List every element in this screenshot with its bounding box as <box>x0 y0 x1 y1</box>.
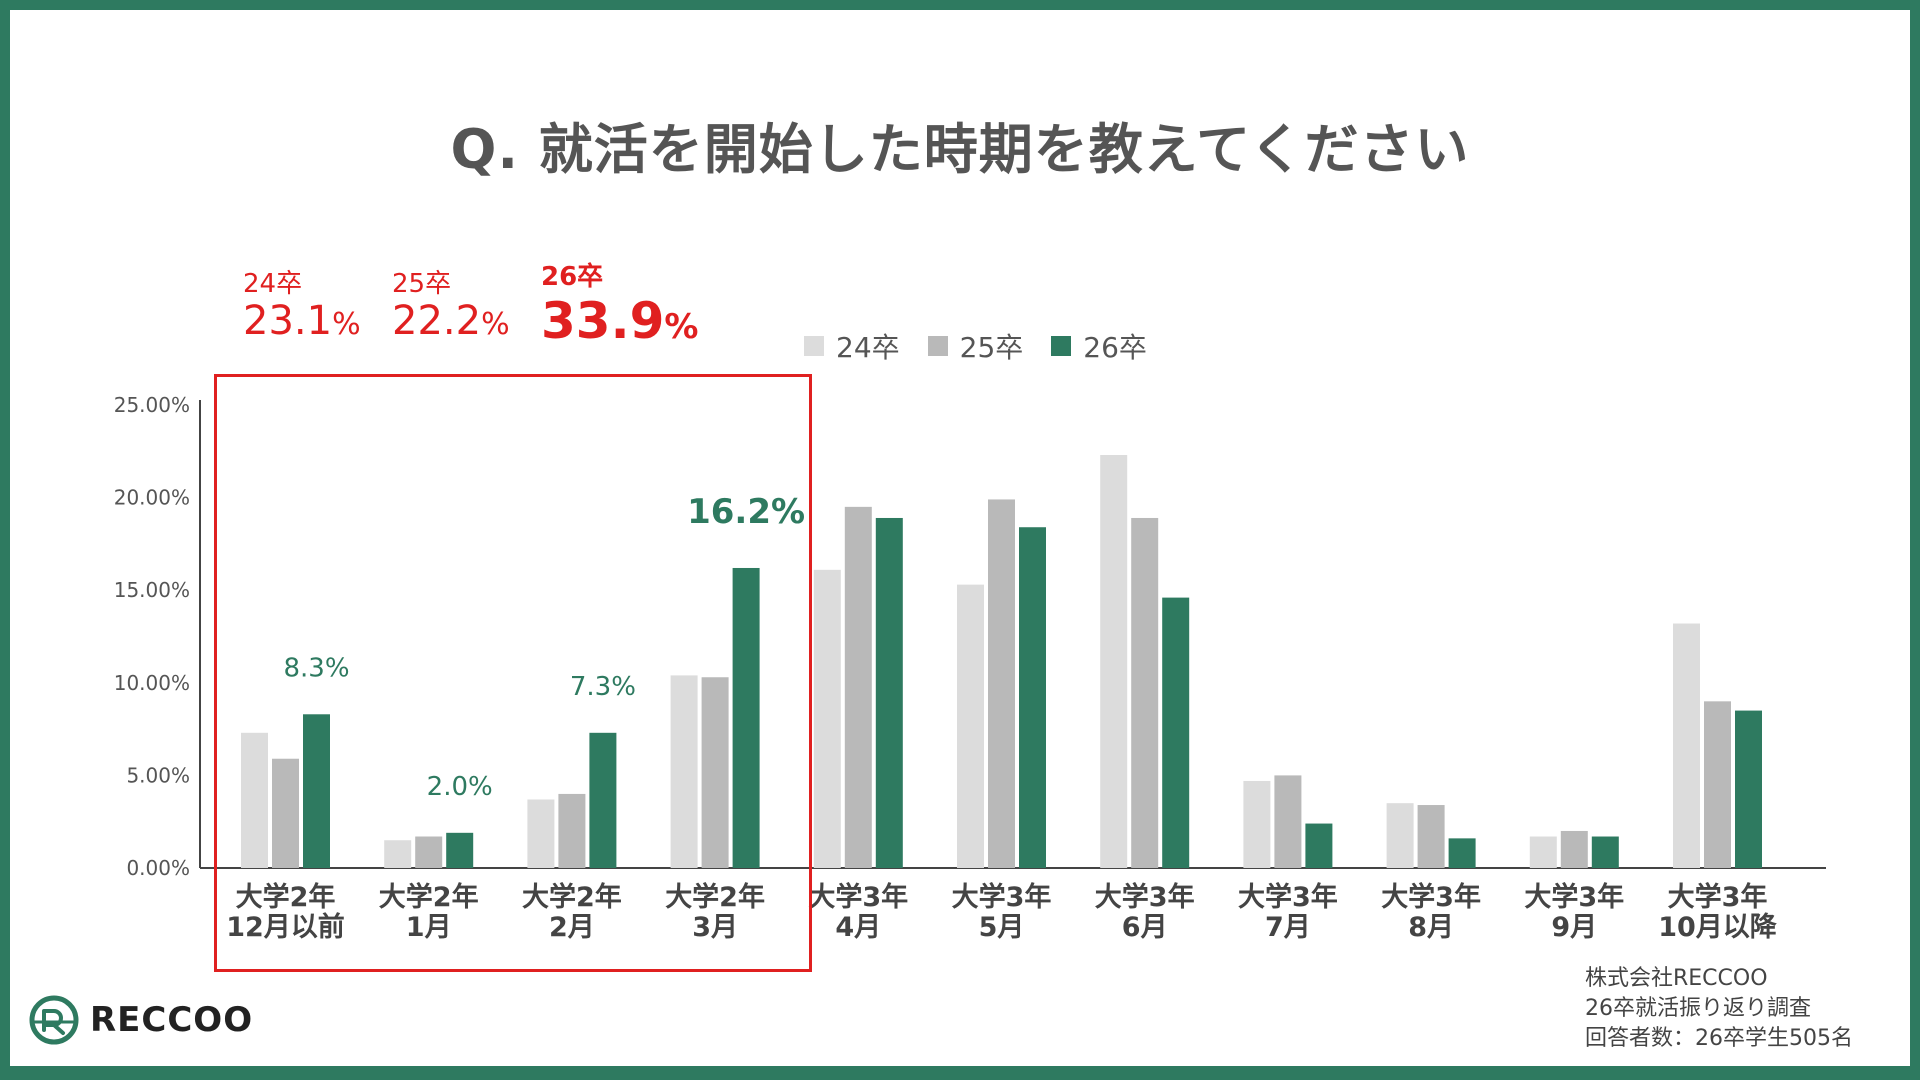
summary-label-25: 25卒 <box>392 269 452 299</box>
reccoo-logo-icon <box>29 995 79 1045</box>
summary-value-26: 33.9% <box>541 292 699 350</box>
bar-6-1 <box>1131 517 1159 868</box>
legend-swatch-25 <box>927 336 948 356</box>
x-tick-label: 1月 <box>406 912 452 943</box>
data-label: 16.2% <box>687 492 805 532</box>
x-tick-label: 3月 <box>692 912 738 943</box>
bar-1-1 <box>415 836 443 868</box>
x-tick-label: 10月以降 <box>1658 912 1778 943</box>
summary-label-24: 24卒 <box>243 269 303 299</box>
x-tick-label: 12月以前 <box>226 911 345 943</box>
bar-9-1 <box>1560 830 1588 868</box>
y-tick-label: 10.00% <box>114 671 190 695</box>
data-label: 2.0% <box>427 772 493 802</box>
x-tick-label: 大学2年 <box>522 881 622 913</box>
bar-3-1 <box>701 677 729 868</box>
x-tick-label: 5月 <box>979 912 1025 943</box>
bar-2-0 <box>527 799 555 868</box>
legend-label-24: 24卒 <box>836 331 900 364</box>
summary-value-24: 23.1% <box>243 298 361 344</box>
legend-label-26: 26卒 <box>1083 331 1147 364</box>
x-tick-label: 大学3年 <box>1668 881 1768 913</box>
x-tick-label: 大学3年 <box>952 881 1052 913</box>
chart-legend: 24卒 25卒 26卒 <box>804 326 1147 366</box>
legend-swatch-26 <box>1051 336 1072 356</box>
x-tick-label: 大学3年 <box>1095 881 1195 913</box>
source-line: 株式会社RECCOO <box>1585 966 1768 991</box>
bar-2-2 <box>589 732 617 868</box>
bar-7-2 <box>1305 823 1333 868</box>
bar-3-2 <box>732 567 760 868</box>
legend-label-25: 25卒 <box>959 331 1024 364</box>
bar-7-1 <box>1274 775 1302 868</box>
summary-label-26: 26卒 <box>541 262 604 292</box>
legend-swatch-24 <box>804 336 824 356</box>
bar-8-0 <box>1386 803 1414 868</box>
bar-6-0 <box>1100 455 1128 868</box>
bar-0-0 <box>241 732 268 868</box>
data-label: 7.3% <box>570 672 636 702</box>
y-tick-label: 25.00% <box>114 393 190 417</box>
data-label: 8.3% <box>283 653 349 683</box>
bar-7-0 <box>1243 780 1271 868</box>
x-tick-label: 大学3年 <box>1524 881 1624 913</box>
bar-5-0 <box>957 584 984 868</box>
source-line: 回答者数：26卒学生505名 <box>1585 1026 1853 1051</box>
source-line: 26卒就活振り返り調査 <box>1585 996 1811 1021</box>
legend-item-24: 24卒 <box>804 326 900 366</box>
bar-0-2 <box>303 714 330 868</box>
bar-4-0 <box>813 569 841 868</box>
highlight-box <box>214 374 812 972</box>
legend-item-26: 26卒 <box>1051 326 1147 366</box>
bar-9-0 <box>1529 836 1557 868</box>
bar-0-1 <box>272 758 299 868</box>
chart-title: Q. 就活を開始した時期を教えてください <box>450 118 1470 181</box>
bar-8-1 <box>1417 805 1445 868</box>
logo: RECCOO <box>28 994 253 1046</box>
x-tick-label: 大学3年 <box>808 881 908 913</box>
y-tick-label: 5.00% <box>126 763 190 787</box>
x-tick-label: 大学2年 <box>665 881 765 913</box>
x-tick-label: 大学2年 <box>236 881 336 913</box>
bar-5-2 <box>1019 527 1046 868</box>
logo-text: RECCOO <box>90 1000 254 1040</box>
bar-10-2 <box>1735 710 1762 868</box>
bar-10-0 <box>1673 623 1700 868</box>
bar-9-2 <box>1591 836 1619 868</box>
bar-3-0 <box>670 675 698 868</box>
bar-5-1 <box>988 499 1015 868</box>
x-tick-label: 7月 <box>1265 912 1311 943</box>
bar-8-2 <box>1448 838 1476 868</box>
y-tick-label: 0.00% <box>126 856 190 880</box>
x-tick-label: 8月 <box>1408 912 1454 943</box>
x-tick-label: 大学3年 <box>1381 881 1481 913</box>
y-tick-label: 20.00% <box>114 486 190 510</box>
bar-1-2 <box>446 832 474 868</box>
x-tick-label: 6月 <box>1122 912 1168 943</box>
source-note: 株式会社RECCOO 26卒就活振り返り調査 回答者数：26卒学生505名 <box>1585 964 1853 1054</box>
bar-6-2 <box>1162 597 1190 868</box>
x-tick-label: 2月 <box>549 912 595 943</box>
bar-4-1 <box>844 506 872 868</box>
x-tick-label: 9月 <box>1551 912 1597 943</box>
bar-1-0 <box>384 840 412 868</box>
legend-item-25: 25卒 <box>927 326 1024 366</box>
bar-10-1 <box>1704 701 1731 868</box>
x-tick-label: 4月 <box>835 912 881 943</box>
summary-value-25: 22.2% <box>392 298 510 344</box>
bar-4-2 <box>875 517 903 868</box>
slide-background <box>10 10 1910 1066</box>
y-tick-label: 15.00% <box>114 578 190 602</box>
bar-2-1 <box>558 793 586 868</box>
x-tick-label: 大学3年 <box>1238 881 1338 913</box>
x-tick-label: 大学2年 <box>379 881 479 913</box>
